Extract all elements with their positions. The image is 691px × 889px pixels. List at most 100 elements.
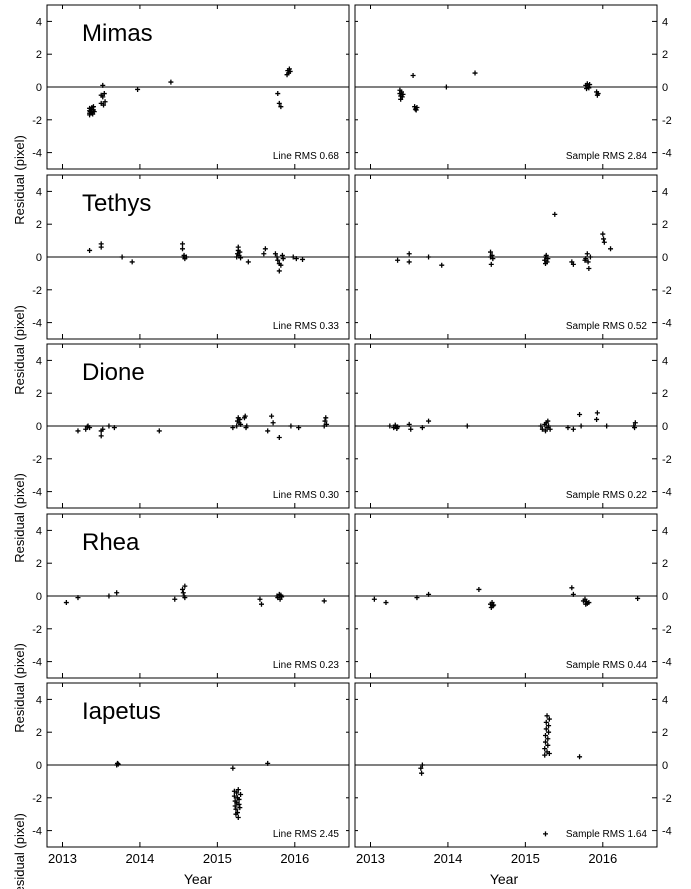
data-point: [583, 256, 589, 262]
data-point: [90, 104, 96, 110]
y-tick-label: 0: [662, 760, 668, 772]
y-axis-label: Residual (pixel): [12, 305, 27, 395]
data-point: [539, 426, 545, 432]
y-tick-label: -4: [662, 148, 672, 160]
data-point: [180, 586, 186, 592]
moon-name: Iapetus: [82, 698, 161, 725]
data-point: [236, 796, 242, 802]
data-point: [234, 810, 240, 816]
y-axis-label: Residual (pixel): [12, 473, 27, 563]
data-point: [274, 254, 280, 260]
x-tick-label: 2014: [125, 851, 154, 866]
data-point: [100, 82, 106, 88]
data-point: [100, 426, 106, 432]
data-point: [100, 94, 106, 100]
data-point: [232, 803, 238, 809]
y-tick-label: -4: [662, 826, 672, 838]
y-tick-label: -4: [32, 148, 42, 160]
y-tick-label: 2: [36, 219, 42, 231]
data-point: [443, 84, 449, 90]
x-axis-label-left: Year: [184, 871, 213, 887]
panel-dione-sample: 4 2 0 -2 -4 Sample RMS 0.22: [354, 343, 672, 509]
y-tick-label: -4: [662, 487, 672, 499]
data-point: [586, 265, 592, 271]
y-tick-label: -2: [662, 454, 672, 466]
data-point: [233, 806, 239, 812]
data-point: [601, 236, 607, 242]
rms-label: Line RMS 2.45: [273, 829, 340, 840]
data-point: [418, 765, 424, 771]
data-point: [406, 259, 412, 265]
data-point: [290, 254, 296, 260]
y-tick-label: 0: [662, 252, 668, 264]
y-tick-label: -2: [662, 793, 672, 805]
moon-name: Tethys: [82, 190, 151, 217]
y-tick-label: -4: [32, 826, 42, 838]
data-point: [114, 760, 120, 766]
data-point: [278, 104, 284, 110]
y-tick-label: 2: [662, 558, 668, 570]
y-tick-label: 2: [36, 558, 42, 570]
data-point: [245, 259, 251, 265]
data-point: [586, 600, 592, 606]
data-point: [287, 68, 293, 74]
data-point: [600, 231, 606, 237]
data-point: [413, 107, 419, 113]
data-point: [276, 434, 282, 440]
data-point: [406, 421, 412, 427]
data-point: [542, 428, 548, 434]
data-point: [276, 268, 282, 274]
data-point: [577, 754, 583, 760]
rms-label: Line RMS 0.23: [273, 660, 340, 671]
x-tick-label: 2015: [511, 851, 540, 866]
data-point: [395, 424, 401, 430]
data-point: [180, 241, 186, 247]
y-axis-label: Residual (pixel): [12, 813, 27, 889]
x-tick-label: 2016: [588, 851, 617, 866]
data-point: [546, 723, 552, 729]
data-point: [408, 426, 414, 432]
data-point: [156, 428, 162, 434]
data-point: [419, 425, 425, 431]
data-point: [119, 254, 125, 260]
data-point: [230, 765, 236, 771]
y-tick-label: 0: [36, 421, 42, 433]
data-point: [632, 420, 638, 426]
x-tick-label: 2014: [433, 851, 462, 866]
rms-label: Sample RMS 1.64: [566, 829, 648, 840]
data-point: [490, 256, 496, 262]
data-point: [279, 252, 285, 258]
data-point: [101, 91, 107, 97]
data-point: [269, 413, 275, 419]
data-point: [426, 418, 432, 424]
y-tick-label: -2: [32, 624, 42, 636]
y-tick-label: 4: [662, 525, 668, 537]
y-tick-label: 4: [662, 355, 668, 367]
data-point: [321, 598, 327, 604]
data-point: [608, 246, 614, 252]
data-point: [114, 590, 120, 596]
data-point: [293, 256, 299, 262]
data-point: [324, 421, 330, 427]
data-point: [300, 256, 306, 262]
data-point: [546, 729, 552, 735]
data-point: [587, 82, 593, 88]
x-tick-label: 2013: [48, 851, 77, 866]
data-point: [542, 831, 548, 837]
data-point: [182, 595, 188, 601]
rms-label: Line RMS 0.33: [273, 321, 340, 332]
data-point: [383, 600, 389, 606]
data-point: [234, 790, 240, 796]
panel-iapetus-line: 4 2 0 -2 -4 2013 2014 2015 2016 Iapetus Line RMS 2…: [32, 682, 350, 866]
y-tick-label: -2: [32, 285, 42, 297]
data-point: [632, 425, 638, 431]
y-tick-label: -2: [662, 115, 672, 127]
data-point: [488, 249, 494, 255]
y-tick-label: -4: [662, 318, 672, 330]
panel-rhea-line: 4 2 0 -2 -4 Rhea Line RMS 0.23: [32, 513, 350, 679]
y-tick-label: 0: [36, 591, 42, 603]
data-point: [258, 601, 264, 607]
data-point: [91, 109, 97, 115]
y-tick-label: 2: [662, 388, 668, 400]
